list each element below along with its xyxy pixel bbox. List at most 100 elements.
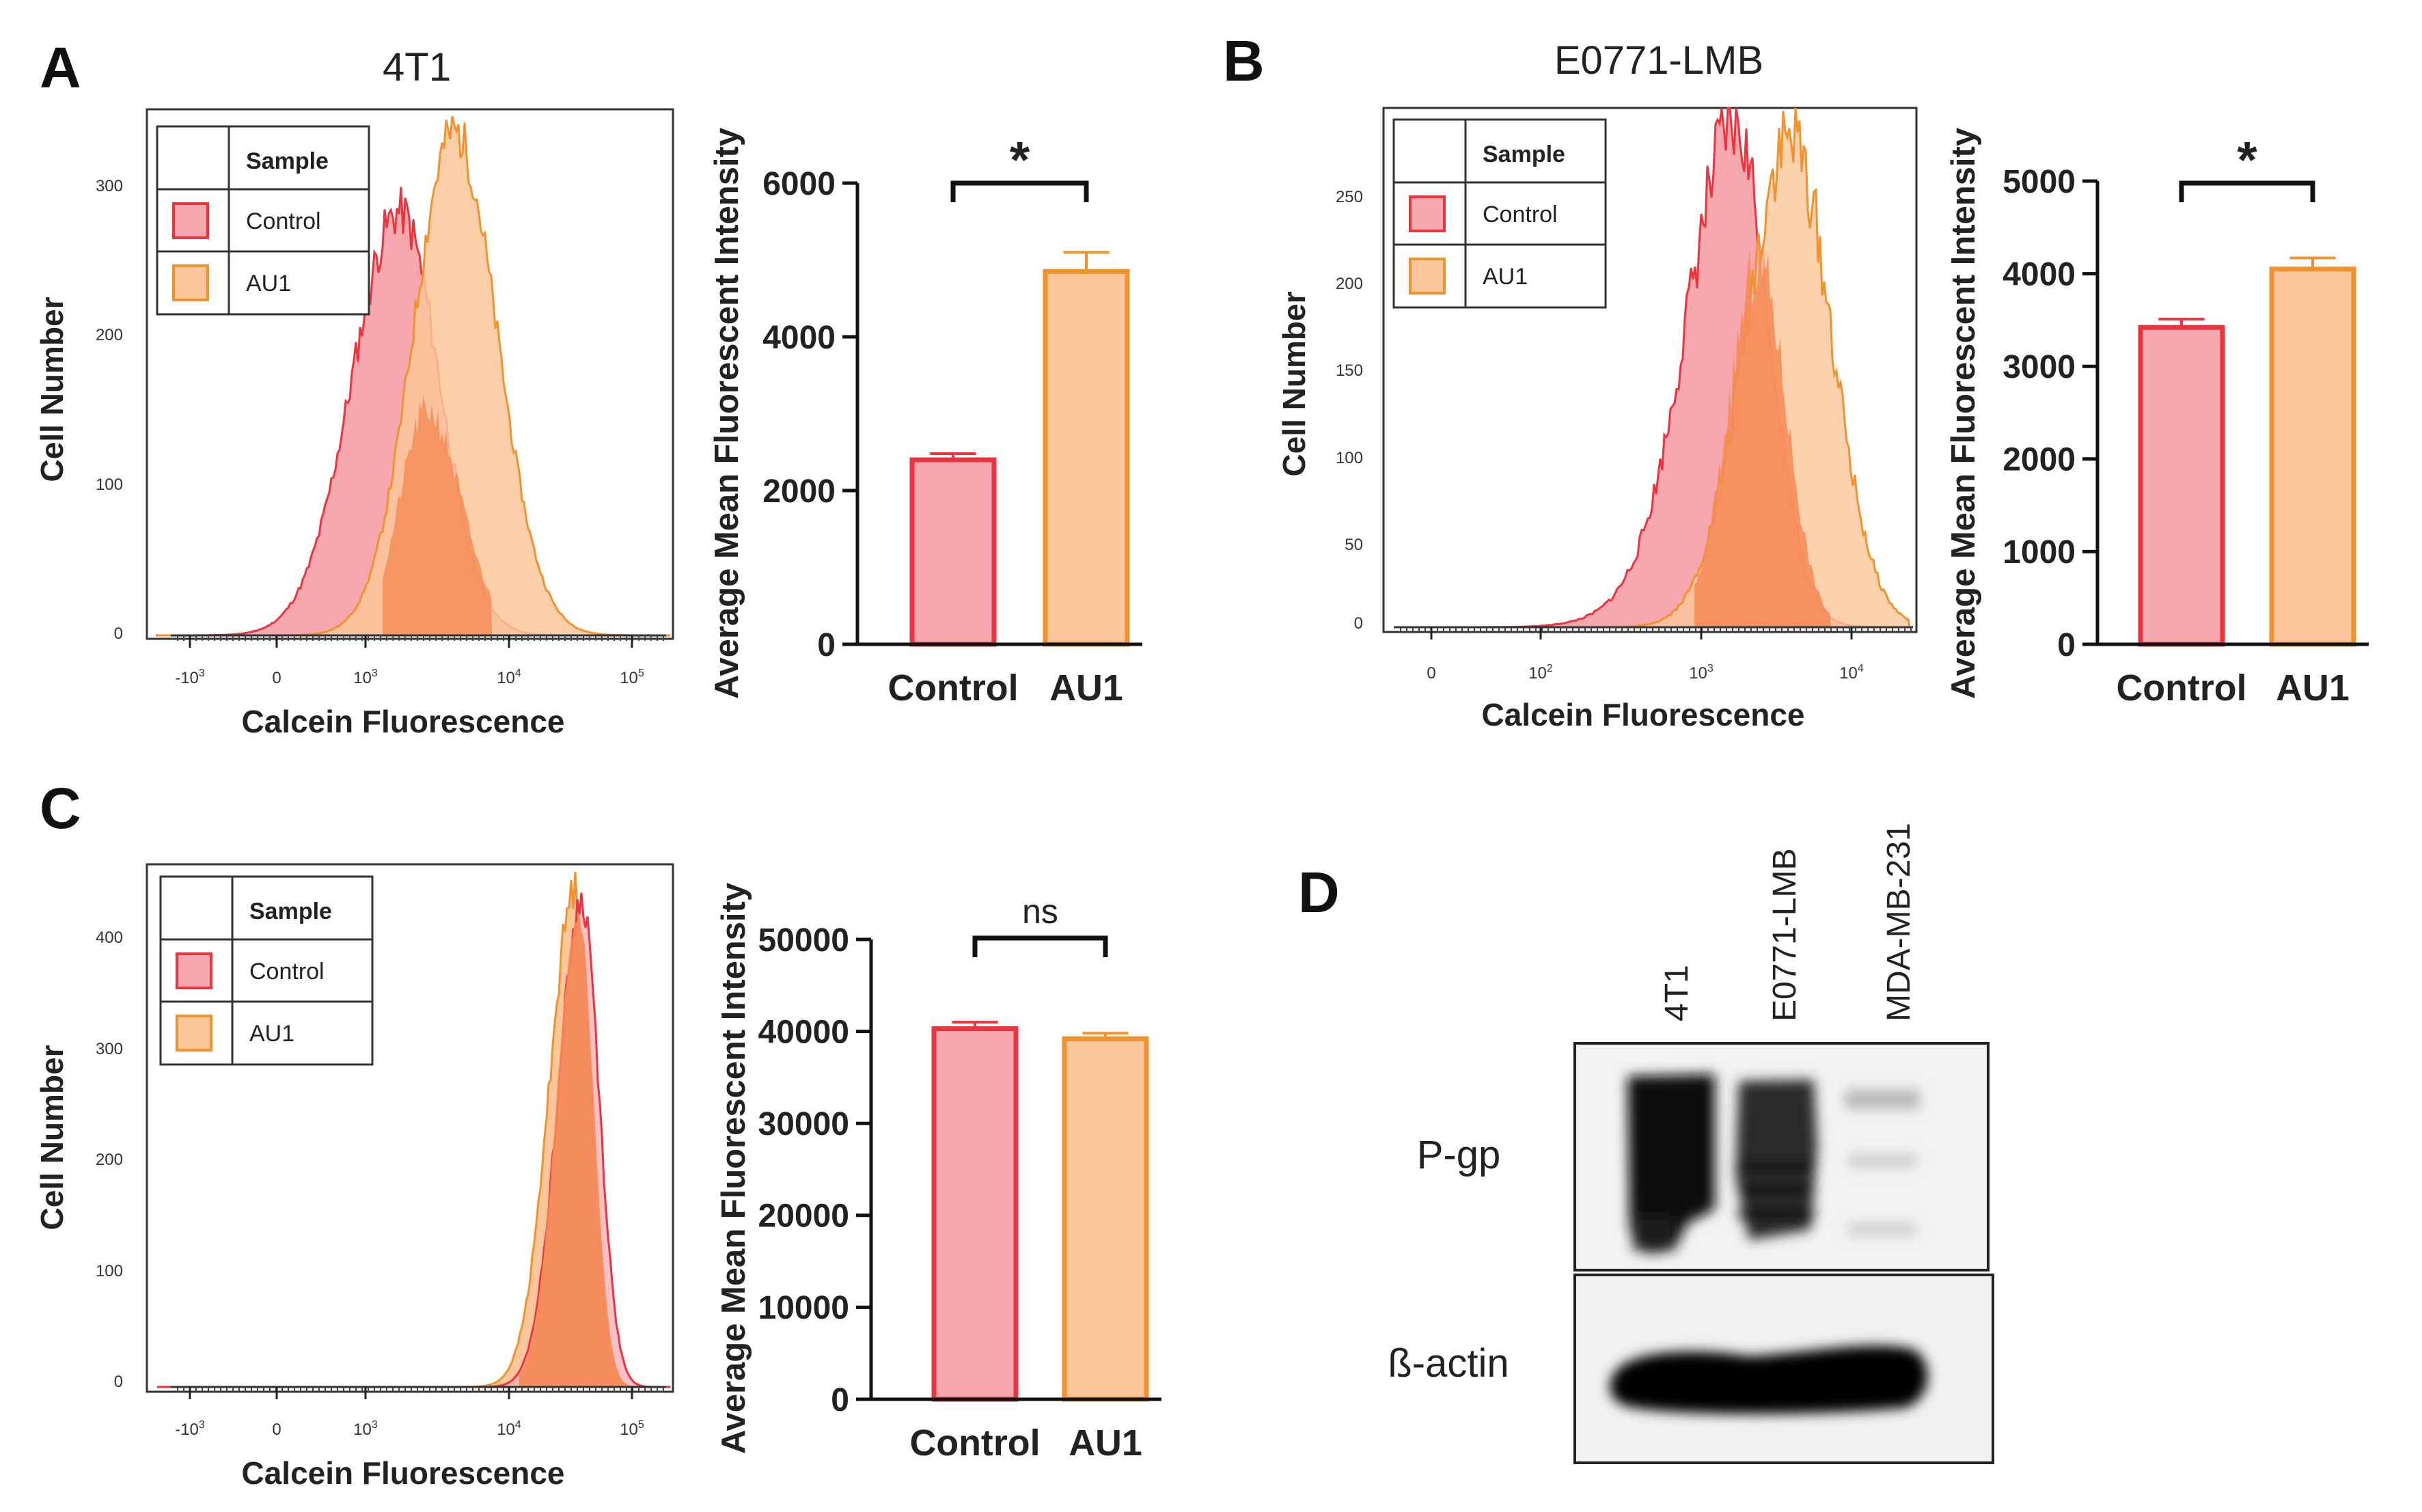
bar-chart-b-ytick-label-3: 3000 [2003, 349, 2076, 385]
histogram-b-ytick-150: 150 [1336, 361, 1363, 380]
histogram-c-ylabel: Cell Number [34, 1045, 70, 1230]
histogram-b-xtick-1e2: 102 [1528, 663, 1553, 683]
bar-chart-a: 0 2000 4000 6000 Control AU1 * Average Mean Flu… [708, 128, 1142, 709]
histogram-a-ytick-200: 200 [96, 326, 123, 344]
histogram-a-ytick-100: 100 [96, 476, 123, 494]
histogram-c-ytick-0: 0 [114, 1373, 123, 1391]
panel-label-b: B [1223, 29, 1265, 93]
bar-chart-c-bar-control [931, 1026, 1019, 1402]
legend-a-au1-swatch [172, 264, 209, 301]
blot-row-label-actin: ß-actin [1388, 1341, 1509, 1386]
histogram-a-frame [146, 108, 674, 640]
panel-label-a: A [40, 36, 81, 100]
blot-actin-band [1610, 1345, 1928, 1414]
bar-chart-b-ytick-label-5: 5000 [2003, 164, 2076, 200]
histogram-b-overlap-area [1694, 236, 1831, 627]
histogram-a-xtick-1e4: 104 [497, 668, 521, 687]
histogram-a: 0 100 200 300 -103 0 103 104 105 Calcein… [34, 108, 674, 739]
legend-b-control-swatch [1409, 195, 1446, 232]
histogram-a-xtick-1e5: 105 [620, 668, 644, 687]
histogram-a-ytick-0: 0 [114, 624, 123, 643]
bar-chart-a-category-au1: AU1 [1049, 668, 1123, 709]
histogram-c-ytick-200: 200 [96, 1151, 123, 1169]
bar-chart-b-bar-au1 [2269, 266, 2356, 647]
histogram-b-ytick-50: 50 [1345, 536, 1363, 554]
histogram-b-ytick-250: 250 [1336, 188, 1363, 206]
bar-chart-b-ylabel: Average Mean Fluorescent Intensity [1945, 128, 1982, 699]
blot-actin-bands [1610, 1345, 1928, 1414]
legend-c-header: Sample [249, 898, 332, 924]
bar-chart-c-ytick-label-3: 30000 [758, 1106, 849, 1142]
bar-chart-b-ytick-label-0: 0 [2057, 627, 2076, 663]
legend-b: Sample Control AU1 [1392, 118, 1607, 309]
bar-chart-c-ytick-label-5: 50000 [758, 922, 849, 959]
legend-a-au1-label: AU1 [246, 271, 291, 297]
panel-title-a: 4T1 [383, 45, 451, 90]
bar-chart-a-ytick-label-1: 2000 [762, 473, 836, 510]
histogram-b-xtick-0: 0 [1427, 664, 1435, 683]
panel-label-c: C [40, 776, 81, 840]
bar-chart-c-category-control: Control [909, 1422, 1040, 1463]
histogram-c-ytick-100: 100 [96, 1262, 123, 1280]
histogram-c-ytick-300: 300 [96, 1040, 123, 1058]
bar-chart-c-ytick-label-1: 10000 [758, 1290, 849, 1326]
histogram-c-overlap-area [519, 911, 629, 1387]
bar-chart-c-category-au1: AU1 [1069, 1422, 1142, 1463]
legend-c-control-swatch [176, 952, 212, 989]
blot-pgp-bands [1627, 1074, 1920, 1254]
bar-chart-b-category-au1: AU1 [2276, 668, 2350, 709]
bar-chart-c-ylabel: Average Mean Fluorescent Intensity [715, 883, 752, 1454]
bar-chart-a-bar-au1 [1043, 269, 1130, 647]
bar-chart-c-bar-au1 [1062, 1036, 1149, 1402]
blot-pgp-band-e0771-stripe-3 [1739, 1209, 1814, 1219]
legend-a-control-label: Control [246, 208, 321, 234]
bar-chart-b-ytick-label-1: 1000 [2003, 534, 2076, 571]
blot-pgp-band-mda [1845, 1090, 1920, 1109]
western-blot: 4T1 E0771-LMB MDA-MB-231 P-gp ß-actin [1388, 823, 1994, 1464]
histogram-a-xlabel: Calcein Fluorescence [242, 704, 565, 739]
blot-row-label-pgp: P-gp [1417, 1133, 1501, 1177]
blot-pgp-band-mda-faint-2 [1848, 1223, 1916, 1235]
bar-chart-b-ytick-label-2: 2000 [2003, 442, 2076, 478]
bar-chart-a-significance-label: * [1010, 131, 1030, 189]
bar-chart-b-bar-control [2138, 325, 2225, 647]
blot-pgp-band-4t1-lower [1633, 1216, 1674, 1250]
histogram-a-overlap-area [383, 396, 492, 635]
blot-pgp-band-e0771-stripe-2 [1739, 1185, 1814, 1195]
bar-chart-a-ytick-label-3: 6000 [762, 166, 836, 202]
bar-chart-c-significance-bracket [972, 935, 1108, 957]
panel-title-b: E0771-LMB [1554, 38, 1763, 83]
bar-chart-b-category-control: Control [2116, 668, 2246, 709]
blot-lane-label-mda-mb-231: MDA-MB-231 [1881, 823, 1917, 1021]
legend-c-au1-label: AU1 [249, 1021, 294, 1047]
bar-chart-a-ytick-label-2: 4000 [762, 320, 836, 356]
bar-chart-c-significance-label: ns [1022, 892, 1058, 931]
panel-label-d: D [1298, 860, 1340, 924]
histogram-a-xtick-1e3: 103 [353, 668, 378, 687]
legend-b-control-label: Control [1483, 202, 1558, 228]
histogram-a-ylabel: Cell Number [34, 297, 70, 482]
histogram-b: 0 50 100 150 200 250 0 102 103 104 Calce… [1276, 107, 1918, 732]
bar-chart-a-ytick-label-0: 0 [817, 627, 836, 663]
histogram-b-ytick-0: 0 [1354, 614, 1363, 633]
histogram-b-frame [1382, 107, 1918, 633]
legend-b-header: Sample [1483, 141, 1565, 167]
blot-pgp-band-mda-faint-1 [1848, 1155, 1916, 1167]
histogram-b-xtick-1e4: 104 [1839, 663, 1864, 683]
legend-c: Sample Control AU1 [159, 875, 374, 1066]
histogram-c-xtick-1e4: 104 [497, 1419, 521, 1439]
bar-chart-a-bar-control [909, 457, 997, 647]
histogram-c-ytick-400: 400 [96, 929, 123, 947]
legend-b-au1-swatch [1409, 258, 1446, 294]
blot-pgp-band-4t1 [1627, 1074, 1715, 1254]
histogram-c-xlabel: Calcein Fluorescence [242, 1455, 565, 1491]
bar-chart-a-category-control: Control [887, 668, 1018, 709]
histogram-b-xtick-1e3: 103 [1689, 663, 1714, 683]
bar-chart-a-ylabel: Average Mean Fluorescent Intensity [708, 128, 745, 699]
histogram-b-ylabel: Cell Number [1276, 291, 1312, 476]
histogram-c-xtick-1e5: 105 [620, 1419, 644, 1439]
legend-a: Sample Control AU1 [156, 125, 370, 316]
bar-chart-c-ytick-label-2: 20000 [758, 1198, 849, 1235]
histogram-a-xtick-neg1e3: -103 [175, 668, 205, 687]
